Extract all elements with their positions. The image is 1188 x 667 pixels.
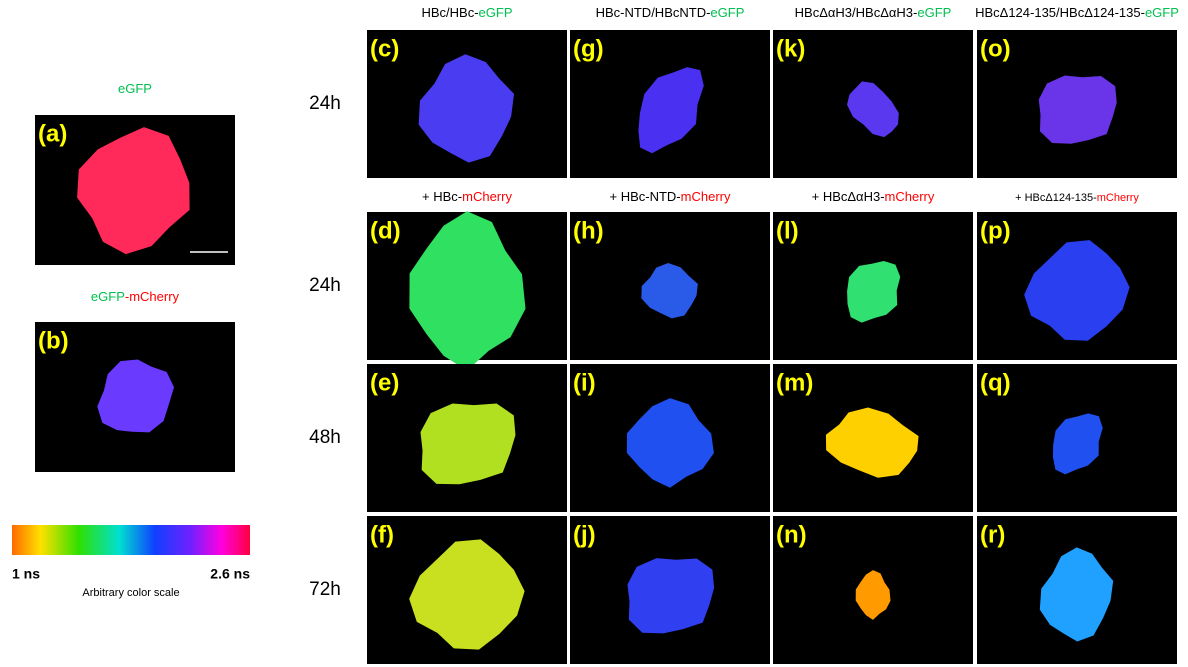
row-label: 24h: [309, 93, 341, 114]
panel-label: (k): [776, 35, 805, 62]
panel-label: (c): [370, 35, 399, 62]
panel-label: (d): [370, 217, 401, 244]
column-header: HBc-NTD/HBcNTD-eGFP: [596, 5, 745, 20]
scale-caption: Arbitrary color scale: [82, 587, 179, 599]
panel-label: (g): [573, 35, 604, 62]
column-header: HBc/HBc-eGFP: [421, 5, 512, 20]
column-header: + HBcΔ124-135-mCherry: [1015, 192, 1139, 204]
header-part: HBc-NTD/HBcNTD-: [596, 5, 711, 20]
header-part: HBcΔαH3/HBcΔαH3-: [795, 5, 918, 20]
header-part: eGFP: [710, 5, 744, 20]
header-part: mCherry: [681, 189, 731, 204]
header-part: eGFP: [479, 5, 513, 20]
header-part: + HBcΔαH3-: [812, 189, 885, 204]
title-part: -mCherry: [125, 289, 180, 304]
header-part: eGFP: [1145, 5, 1179, 20]
panel-label: (p): [980, 217, 1011, 244]
panel-label: (l): [776, 217, 799, 244]
panel-label: (b): [38, 327, 69, 354]
header-part: eGFP: [917, 5, 951, 20]
header-part: mCherry: [1097, 192, 1140, 204]
title-part: eGFP: [91, 289, 125, 304]
panel-label: (f): [370, 521, 394, 548]
scale-min: 1 ns: [12, 566, 40, 582]
header-part: HBc/HBc-: [421, 5, 478, 20]
panel-label: (a): [38, 120, 67, 147]
panel-label: (e): [370, 369, 399, 396]
column-header: HBcΔαH3/HBcΔαH3-eGFP: [795, 5, 952, 20]
header-part: + HBc-: [422, 189, 462, 204]
panel-label: (h): [573, 217, 604, 244]
panel-label: (r): [980, 521, 1005, 548]
header-part: + HBc-NTD-: [610, 189, 681, 204]
row-label: 72h: [309, 579, 341, 600]
header-part: mCherry: [462, 189, 512, 204]
panel-label: (q): [980, 369, 1011, 396]
column-header: + HBc-NTD-mCherry: [610, 189, 731, 204]
header-part: HBcΔ124-135/HBcΔ124-135-: [975, 5, 1145, 20]
figure: 1 ns 2.6 ns Arbitrary color scale (a) eGF…: [0, 0, 1188, 667]
color-scale-bar: [12, 525, 250, 555]
row-label: 48h: [309, 427, 341, 448]
header-part: + HBcΔ124-135-: [1015, 192, 1097, 204]
title-part: eGFP: [118, 81, 152, 96]
panel-label: (n): [776, 521, 807, 548]
panel-label: (m): [776, 369, 813, 396]
panel-label: (i): [573, 369, 596, 396]
panel-label: (o): [980, 35, 1011, 62]
column-header: + HBcΔαH3-mCherry: [812, 189, 935, 204]
panel-title: eGFP-mCherry: [91, 289, 180, 304]
column-header: HBcΔ124-135/HBcΔ124-135-eGFP: [975, 5, 1179, 20]
row-label: 24h: [309, 275, 341, 296]
header-part: mCherry: [885, 189, 935, 204]
scale-max: 2.6 ns: [210, 566, 250, 582]
column-header: + HBc-mCherry: [422, 189, 512, 204]
panel-title: eGFP: [118, 81, 152, 96]
panel-label: (j): [573, 521, 596, 548]
